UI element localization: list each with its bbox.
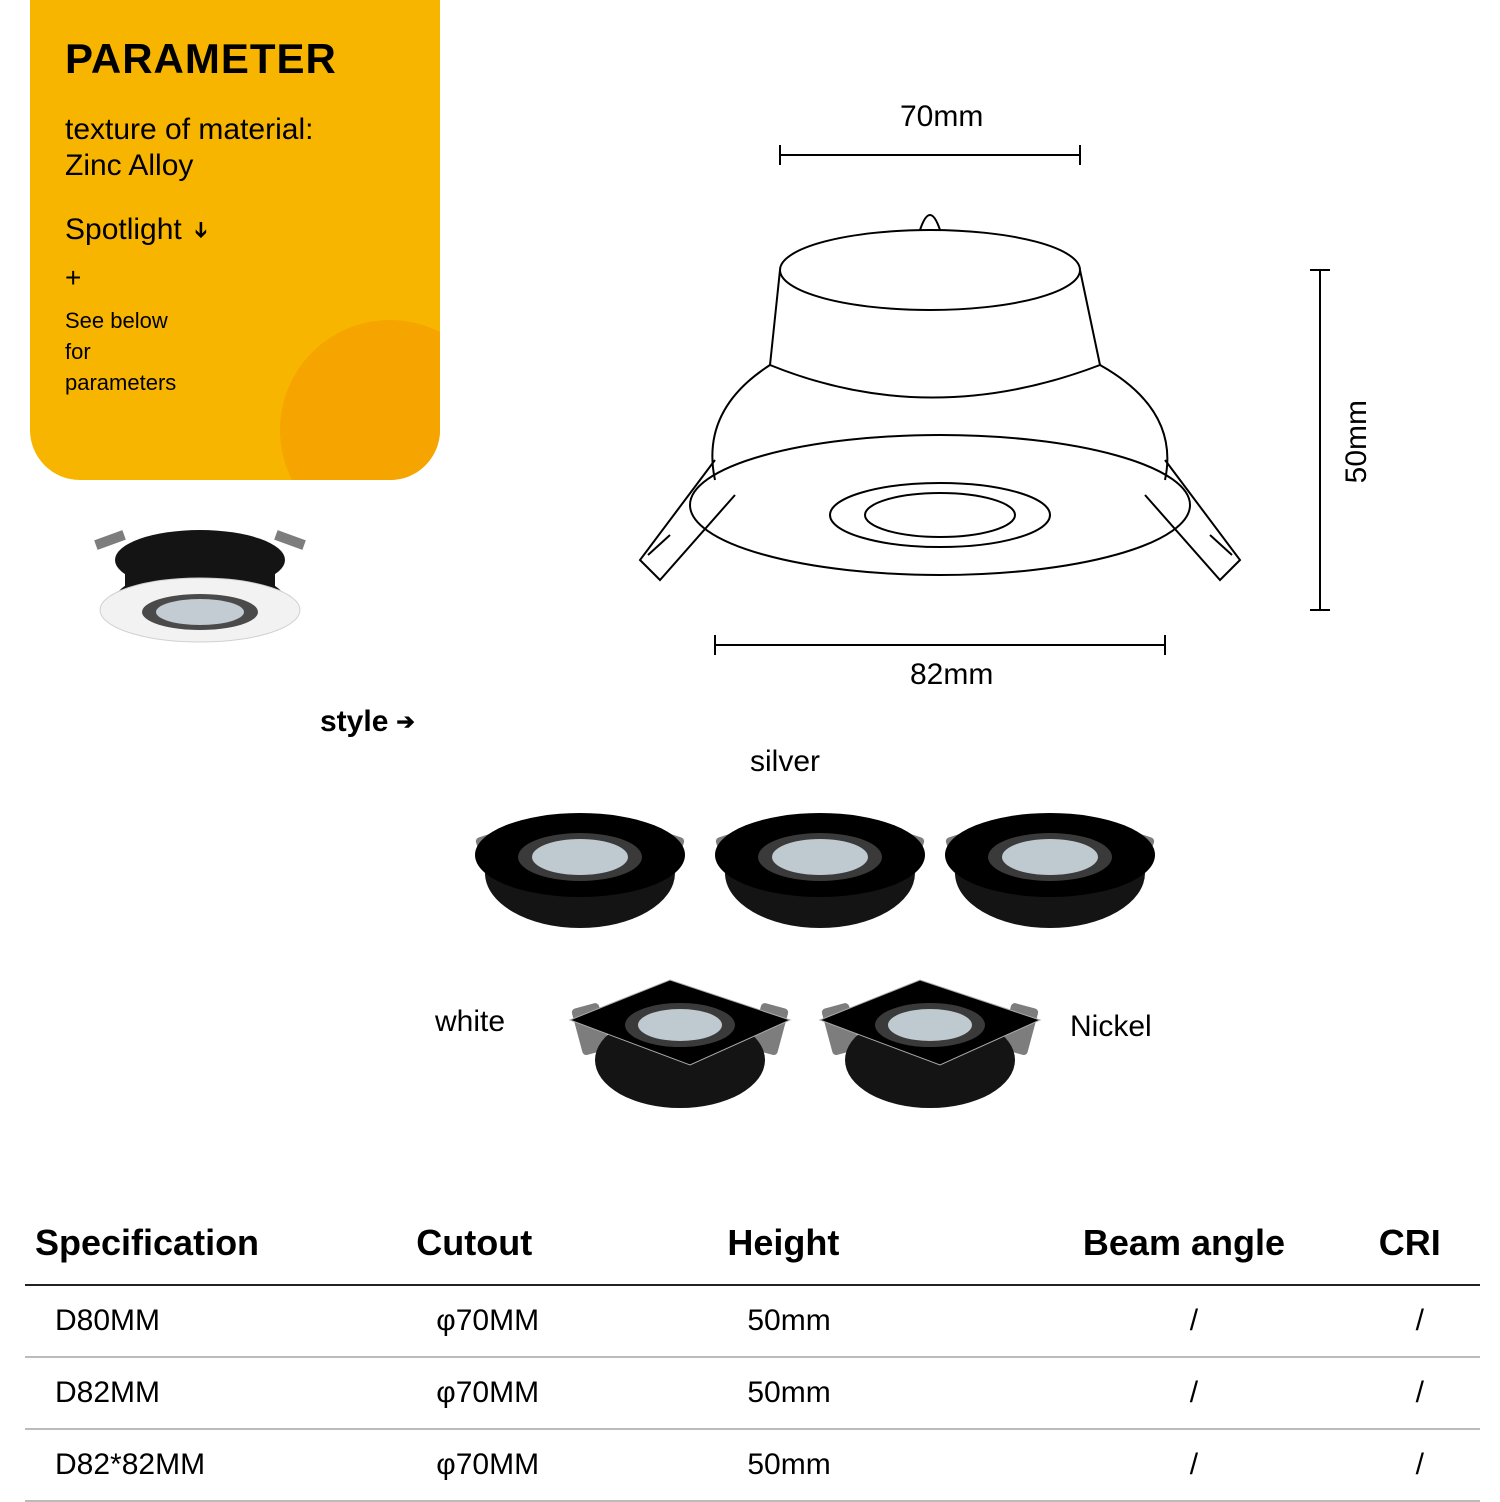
th-cri: CRI xyxy=(1339,1210,1480,1285)
cell: φ70MM xyxy=(406,1357,717,1429)
dim-bottom-label: 82mm xyxy=(910,658,993,692)
card-material-label: texture of material: xyxy=(65,113,405,147)
style-label: style ➔ xyxy=(320,705,415,739)
dimension-diagram: 70mm 82mm 50mm xyxy=(620,100,1380,680)
th-beam-angle: Beam angle xyxy=(1028,1210,1339,1285)
specification-table: Specification Cutout Height Beam angle C… xyxy=(25,1210,1480,1502)
th-specification: Specification xyxy=(25,1210,406,1285)
cell: / xyxy=(1339,1357,1480,1429)
cell: φ70MM xyxy=(406,1285,717,1357)
cell: D80MM xyxy=(25,1285,406,1357)
style-variants: silver white Nickel xyxy=(430,745,1230,1145)
dim-height-label: 50mm xyxy=(1340,400,1374,483)
table-row: D80MM φ70MM 50mm / / xyxy=(25,1285,1480,1357)
cell: / xyxy=(1028,1429,1339,1501)
arrow-down-icon: ➔ xyxy=(188,221,214,239)
card-plus: + xyxy=(65,262,405,294)
variant-white-label: white xyxy=(435,1005,505,1039)
product-thumbnail xyxy=(85,505,315,645)
table-header-row: Specification Cutout Height Beam angle C… xyxy=(25,1210,1480,1285)
arrow-right-icon: ➔ xyxy=(396,709,414,735)
cell: / xyxy=(1339,1285,1480,1357)
card-title: PARAMETER xyxy=(65,35,405,83)
cell: / xyxy=(1028,1285,1339,1357)
th-cutout: Cutout xyxy=(406,1210,717,1285)
cell: 50mm xyxy=(717,1429,1028,1501)
cell: 50mm xyxy=(717,1357,1028,1429)
th-height: Height xyxy=(717,1210,1028,1285)
cell: / xyxy=(1339,1429,1480,1501)
parameter-card: PARAMETER texture of material: Zinc Allo… xyxy=(30,0,440,480)
style-text: style xyxy=(320,705,388,739)
cell: D82*82MM xyxy=(25,1429,406,1501)
cell: D82MM xyxy=(25,1357,406,1429)
card-material-value: Zinc Alloy xyxy=(65,149,405,183)
dim-top-label: 70mm xyxy=(900,100,983,134)
card-spotlight-row: Spotlight ➔ xyxy=(65,213,405,247)
cell: / xyxy=(1028,1357,1339,1429)
cell: φ70MM xyxy=(406,1429,717,1501)
cell: 50mm xyxy=(717,1285,1028,1357)
table-row: D82MM φ70MM 50mm / / xyxy=(25,1357,1480,1429)
variant-nickel-label: Nickel xyxy=(1070,1010,1152,1044)
table-row: D82*82MM φ70MM 50mm / / xyxy=(25,1429,1480,1501)
variant-silver-label: silver xyxy=(750,745,820,779)
card-spotlight-label: Spotlight xyxy=(65,213,182,247)
